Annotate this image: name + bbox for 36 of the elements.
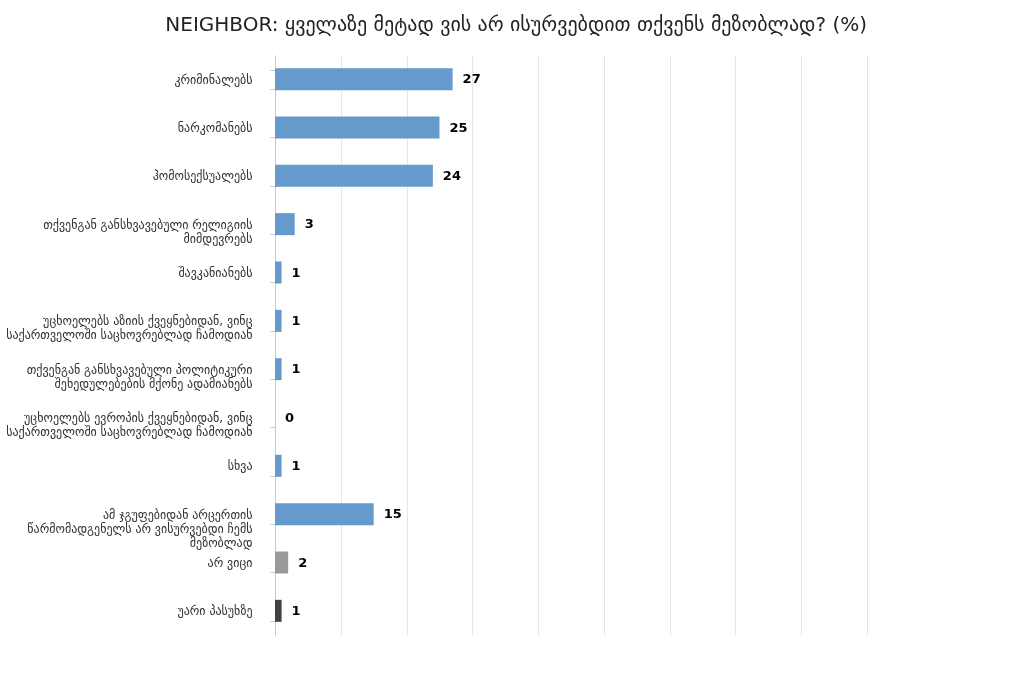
y-tick-label: კრიმინალებს — [174, 72, 253, 87]
bar — [275, 358, 282, 381]
bar — [275, 551, 289, 574]
data-label: 1 — [291, 457, 301, 473]
data-label: 25 — [449, 119, 468, 135]
data-label: 3 — [304, 216, 314, 232]
bar — [275, 261, 282, 284]
data-label: 2 — [298, 554, 308, 570]
y-tick-label: არ ვიცი — [207, 556, 253, 570]
y-tick-label: ამ ჯგუფებიდან არცერთის წარმომადგენელს არ ვისურვებდი ჩემს მეზობლად — [27, 507, 253, 550]
data-label: 1 — [291, 264, 301, 280]
y-tick-label: უარი პასუხზე — [177, 604, 253, 619]
y-tick-label: თქვენგან განსხვავებული რელიგიის მიმდევრებს — [43, 217, 253, 246]
data-label: 27 — [462, 71, 481, 87]
data-label: 1 — [291, 602, 301, 618]
bar — [275, 164, 433, 187]
y-tick-label: შავკანიანებს — [178, 266, 253, 280]
y-tick-label: თქვენგან განსხვავებული პოლიტიკური შეხედულებების მქონე ადამიანებს — [26, 362, 253, 391]
bar — [275, 503, 374, 526]
y-tick-label: უცხოელებს ევროპის ქვეყნებიდან, ვინც საქართველოში საცხოვრებლად ჩამოდიან — [6, 411, 253, 439]
bar — [275, 454, 282, 477]
bar — [275, 213, 295, 236]
bar — [275, 309, 282, 332]
data-label: 0 — [285, 409, 295, 425]
chart-title: NEIGHBOR: ყველაზე მეტად ვის არ ისურვებდით თქვენს მეზობლად? (%) — [165, 12, 867, 36]
data-label: 1 — [291, 312, 301, 328]
bar — [275, 599, 282, 622]
y-tick-label: ჰომოსექსუალებს — [152, 169, 253, 184]
bar — [275, 68, 453, 91]
data-label: 1 — [291, 361, 301, 377]
data-label: 24 — [442, 167, 461, 183]
data-label: 15 — [383, 506, 402, 522]
y-tick-label: უცხოელებს აზიის ქვეყნებიდან, ვინც საქართველოში საცხოვრებლად ჩამოდიან — [6, 314, 253, 343]
bar — [275, 116, 440, 139]
y-tick-label: სხვა — [227, 459, 253, 474]
y-tick-label: ნარკომანებს — [177, 121, 253, 135]
